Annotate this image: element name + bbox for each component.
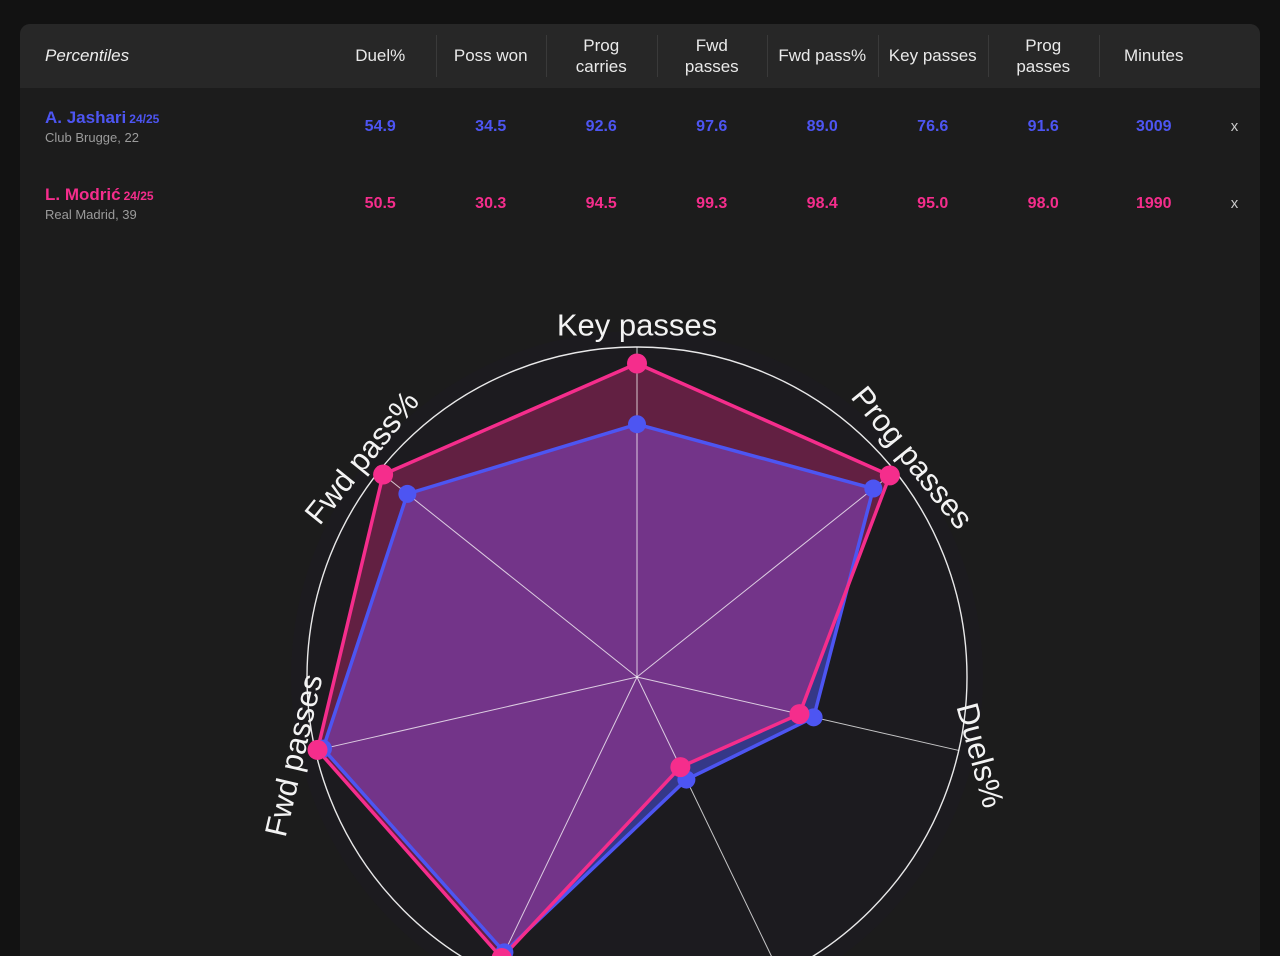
- stat-value: 98.4: [806, 194, 838, 212]
- table-row: L. Modrić 24/25 Real Madrid, 39 50.5 30.3 9…: [20, 165, 1260, 242]
- player-cell: A. Jashari 24/25 Club Brugge, 22: [20, 108, 325, 145]
- stat-value: 30.3: [475, 194, 507, 212]
- column-header: Fwd passes: [656, 24, 768, 88]
- player-name: A. Jashari 24/25: [45, 108, 160, 127]
- stat-value: 89.0: [806, 117, 838, 135]
- player-cell: L. Modrić 24/25 Real Madrid, 39: [20, 185, 325, 222]
- column-header: Key passes: [877, 24, 989, 88]
- stat-value: 76.6: [917, 117, 949, 135]
- player-name: L. Modrić 24/25: [45, 185, 154, 204]
- table-header-row: Percentiles Duel% Poss won Prog carries Fwd…: [20, 24, 1260, 88]
- stat-value: 97.6: [696, 117, 728, 135]
- stat-value: 95.0: [917, 194, 949, 212]
- stat-value: 34.5: [475, 117, 507, 135]
- stat-value: 94.5: [585, 194, 617, 212]
- stat-value: 50.5: [364, 194, 396, 212]
- stat-value: 1990: [1135, 194, 1172, 212]
- column-header: Fwd pass%: [767, 24, 878, 88]
- column-header: Prog carries: [546, 24, 657, 88]
- table-title: Percentiles: [45, 46, 130, 65]
- player-subtitle: Club Brugge, 22: [45, 130, 139, 145]
- stat-value: 91.6: [1027, 117, 1059, 135]
- comparison-panel: Percentiles Duel% Poss won Prog carries Fwd…: [20, 24, 1260, 956]
- player-subtitle: Real Madrid, 39: [45, 207, 137, 222]
- table-body: A. Jashari 24/25 Club Brugge, 22 54.9 34.5…: [20, 88, 1260, 242]
- column-header: Minutes: [1098, 24, 1210, 88]
- column-header: Duel%: [355, 46, 406, 66]
- remove-player-cell: x: [1209, 195, 1260, 213]
- column-header: Prog passes: [988, 24, 1099, 88]
- stat-value: 3009: [1135, 117, 1172, 135]
- stat-value: 92.6: [585, 117, 617, 135]
- remove-player-button[interactable]: x: [1230, 117, 1239, 135]
- column-header: Poss won: [435, 24, 547, 88]
- stat-value: 99.3: [696, 194, 728, 212]
- remove-player-cell: x: [1209, 118, 1260, 136]
- season-badge: 24/25: [123, 189, 154, 203]
- table-row: A. Jashari 24/25 Club Brugge, 22 54.9 34.5…: [20, 88, 1260, 165]
- stat-value: 98.0: [1027, 194, 1059, 212]
- stat-value: 54.9: [364, 117, 396, 135]
- season-badge: 24/25: [129, 112, 160, 126]
- remove-player-button[interactable]: x: [1230, 194, 1239, 212]
